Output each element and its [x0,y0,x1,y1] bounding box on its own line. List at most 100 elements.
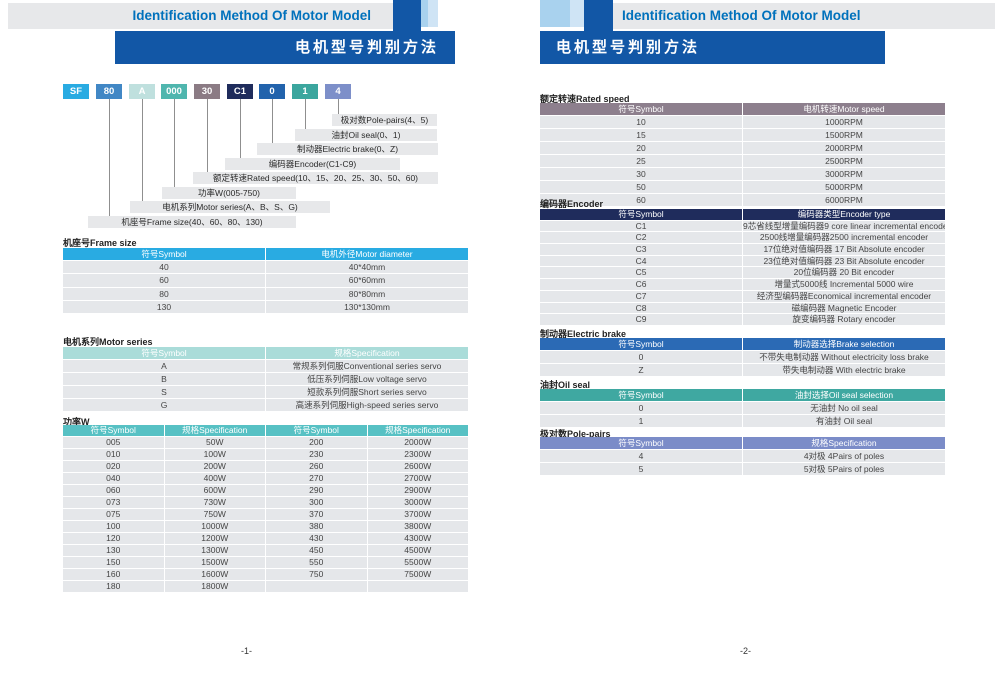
table-cell: 15 [540,129,742,141]
table-cell: 带失电制动器 With electric brake [743,364,945,376]
table-cell: 005 [63,437,164,448]
table-cell: 20位编码器 20 Bit encoder [743,267,945,279]
table-row: 40 40*40mm [63,261,468,274]
table-cell: 040 [63,473,164,484]
table-cell: 60 [63,274,265,287]
table-cell: 180 [63,581,164,592]
table-cell: 370 [266,509,367,520]
table-header-row: 符号Symbol 油封选择Oil seal selection [540,389,945,401]
table-cell: 高速系列伺服High-speed series servo [266,399,468,411]
table-cell: 270 [266,473,367,484]
table-cell: 073 [63,497,164,508]
table-row: 005 50W 200 2000W [63,437,468,448]
table-row: 180 1800W [63,581,468,592]
table-title-frame-size: 机座号Frame size [63,238,137,248]
connector-line-pole-pairs [338,99,339,114]
table-row: 020 200W 260 2600W [63,461,468,472]
code-box-rated-speed: 30 [194,84,220,99]
table-header-row: 符号Symbol 电机转速Motor speed [540,103,945,115]
table-row: 060 600W 290 2900W [63,485,468,496]
table-cell: 短款系列伺服Short series servo [266,386,468,398]
table-row: Z 带失电制动器 With electric brake [540,364,945,376]
table-cell: 290 [266,485,367,496]
table-cell: 150 [63,557,164,568]
table-cell [367,581,468,592]
table-cell: 1600W [164,569,265,580]
table-cell: 200W [164,461,265,472]
table-row: 130 1300W 450 4500W [63,545,468,556]
table-cell: 2600W [367,461,468,472]
table-cell: 1 [540,415,742,427]
table-row: 150 1500W 550 5500W [63,557,468,568]
table-cell: Z [540,364,742,376]
page-number-left: -1- [241,646,252,656]
table-cell: 5000RPM [743,181,945,193]
table-header-cell: 符号Symbol [540,209,742,220]
table-cell: 3000RPM [743,168,945,180]
connector-line-motor-series [142,99,143,201]
table-cell: 380 [266,521,367,532]
table-cell: S [63,386,265,398]
table-cell: 7500W [367,569,468,580]
table-title-oil-seal: 油封Oil seal [540,380,591,390]
table-cell: 4300W [367,533,468,544]
deco-square-light-left [421,0,428,27]
table-cell: 300 [266,497,367,508]
table-cell: 020 [63,461,164,472]
table-cell: 60 [540,194,742,206]
deco-square-pale-left [428,0,438,27]
table-cell: 010 [63,449,164,460]
table-cell: 低压系列伺服Low voltage servo [266,373,468,385]
table-row: 4 4对极 4Pairs of poles [540,450,945,462]
table-row: C7 经济型编码器Economical incremental encoder [540,290,945,302]
table-frame-size: 符号Symbol 电机外径Motor diameter 40 40*40mm 60 60*… [63,248,468,314]
table-cell: G [63,399,265,411]
table-cell: 100W [164,449,265,460]
code-label-oil-seal: 油封Oil seal(0、1) [295,129,437,141]
table-cell: 25 [540,155,742,167]
code-label-power: 功率W(005-750) [162,187,296,199]
table-row: 0 不带失电制动器 Without electricity loss brake [540,351,945,363]
table-cell: 750W [164,509,265,520]
table-row: A 常规系列伺服Conventional series servo [63,360,468,372]
table-cell: 60*60mm [266,274,468,287]
table-row: 073 730W 300 3000W [63,497,468,508]
table-cell: 40 [63,261,265,274]
table-cell: 260 [266,461,367,472]
table-row: C8 磁编码器 Magnetic Encoder [540,302,945,314]
deco-square-pale-right [570,0,584,27]
table-header-cell: 符号Symbol [540,338,742,350]
table-row: 120 1200W 430 4300W [63,533,468,544]
table-cell: 常规系列伺服Conventional series servo [266,360,468,372]
table-cell [266,581,367,592]
table-cell: A [63,360,265,372]
table-cell: 6000RPM [743,194,945,206]
deco-square-dark-right [584,0,613,33]
table-cell: 1500W [164,557,265,568]
table-header-cell: 符号Symbol [63,347,265,359]
table-row: 010 100W 230 2300W [63,449,468,460]
table-header-cell: 符号Symbol [63,248,265,261]
table-cell: 4对极 4Pairs of poles [743,450,945,462]
table-cell: 2900W [367,485,468,496]
table-row: C9 旋变编码器 Rotary encoder [540,314,945,325]
table-row: C3 17位绝对值编码器 17 Bit Absolute encoder [540,244,945,255]
table-row: 50 5000RPM [540,181,945,193]
table-cell: C6 [540,279,742,290]
table-header-cell: 电机外径Motor diameter [266,248,468,261]
table-cell: 750 [266,569,367,580]
header-band-left: Identification Method Of Motor Model [8,3,393,29]
table-cell: 130*130mm [266,300,468,313]
table-row: 20 2000RPM [540,142,945,154]
table-cell: 1000W [164,521,265,532]
code-label-encoder: 编码器Encoder(C1-C9) [225,158,400,170]
connector-line-brake [272,99,273,143]
table-header-cell: 符号Symbol [63,425,164,436]
table-row: S 短款系列伺服Short series servo [63,386,468,398]
table-header-row: 符号Symbol 电机外径Motor diameter [63,248,468,261]
table-cell: B [63,373,265,385]
code-label-brake: 制动器Electric brake(0、Z) [257,143,438,155]
table-row: 25 2500RPM [540,155,945,167]
table-cell: 730W [164,497,265,508]
